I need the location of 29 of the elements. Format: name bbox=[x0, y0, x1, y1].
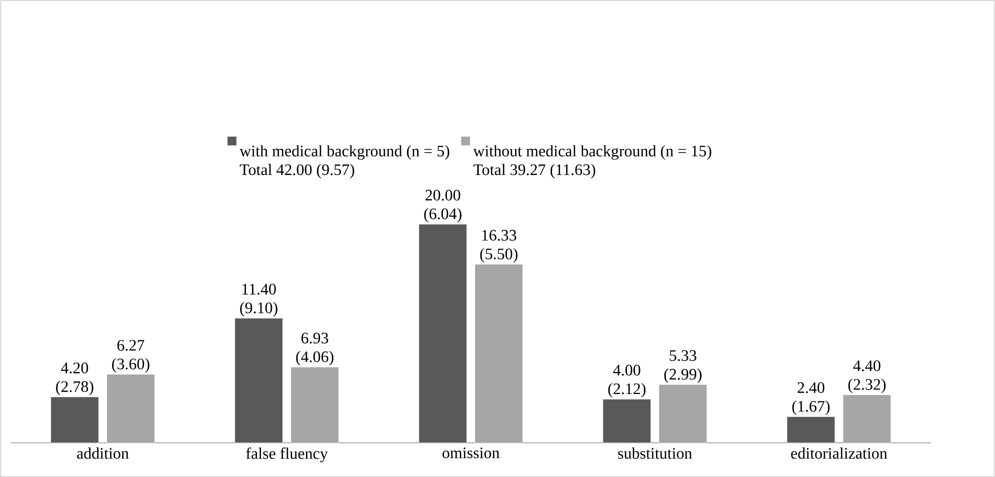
legend-label: without medical background (n = 15) bbox=[473, 144, 712, 160]
data-label: 11.40 (9.10) bbox=[240, 284, 278, 316]
data-label: 4.00 (2.12) bbox=[608, 364, 646, 398]
bar bbox=[50, 396, 99, 443]
legend-label: with medical background (n = 5) bbox=[240, 144, 450, 160]
data-label: 5.33 (2.99) bbox=[664, 350, 702, 383]
data-label: 6.27 (3.60) bbox=[112, 340, 150, 372]
data-label: 20.00 (6.04) bbox=[424, 190, 462, 222]
bar bbox=[418, 224, 468, 443]
data-label: 16.33 (5.50) bbox=[480, 230, 518, 262]
text: Total 39.27 (11.63) bbox=[473, 164, 596, 178]
bar bbox=[234, 318, 284, 443]
bar bbox=[658, 384, 708, 443]
data-label: 2.40 (1.67) bbox=[792, 382, 830, 415]
bar bbox=[602, 398, 652, 443]
bar bbox=[290, 366, 340, 443]
x-tick-label: false fluency bbox=[246, 447, 328, 462]
text: Total 42.00 (9.57) bbox=[240, 164, 354, 178]
x-tick-label: editorialization bbox=[791, 447, 888, 459]
x-tick-label: addition bbox=[77, 447, 129, 459]
bar bbox=[842, 394, 892, 443]
x-tick-label: omission bbox=[442, 447, 500, 458]
bar bbox=[106, 374, 155, 443]
x-tick-label: substitution bbox=[618, 447, 692, 459]
data-label: 4.40 (2.32) bbox=[848, 360, 886, 393]
data-label: 4.20 (2.78) bbox=[56, 362, 94, 396]
bar bbox=[786, 416, 836, 443]
data-label: 6.93 (4.06) bbox=[296, 332, 334, 366]
bar bbox=[474, 264, 524, 443]
